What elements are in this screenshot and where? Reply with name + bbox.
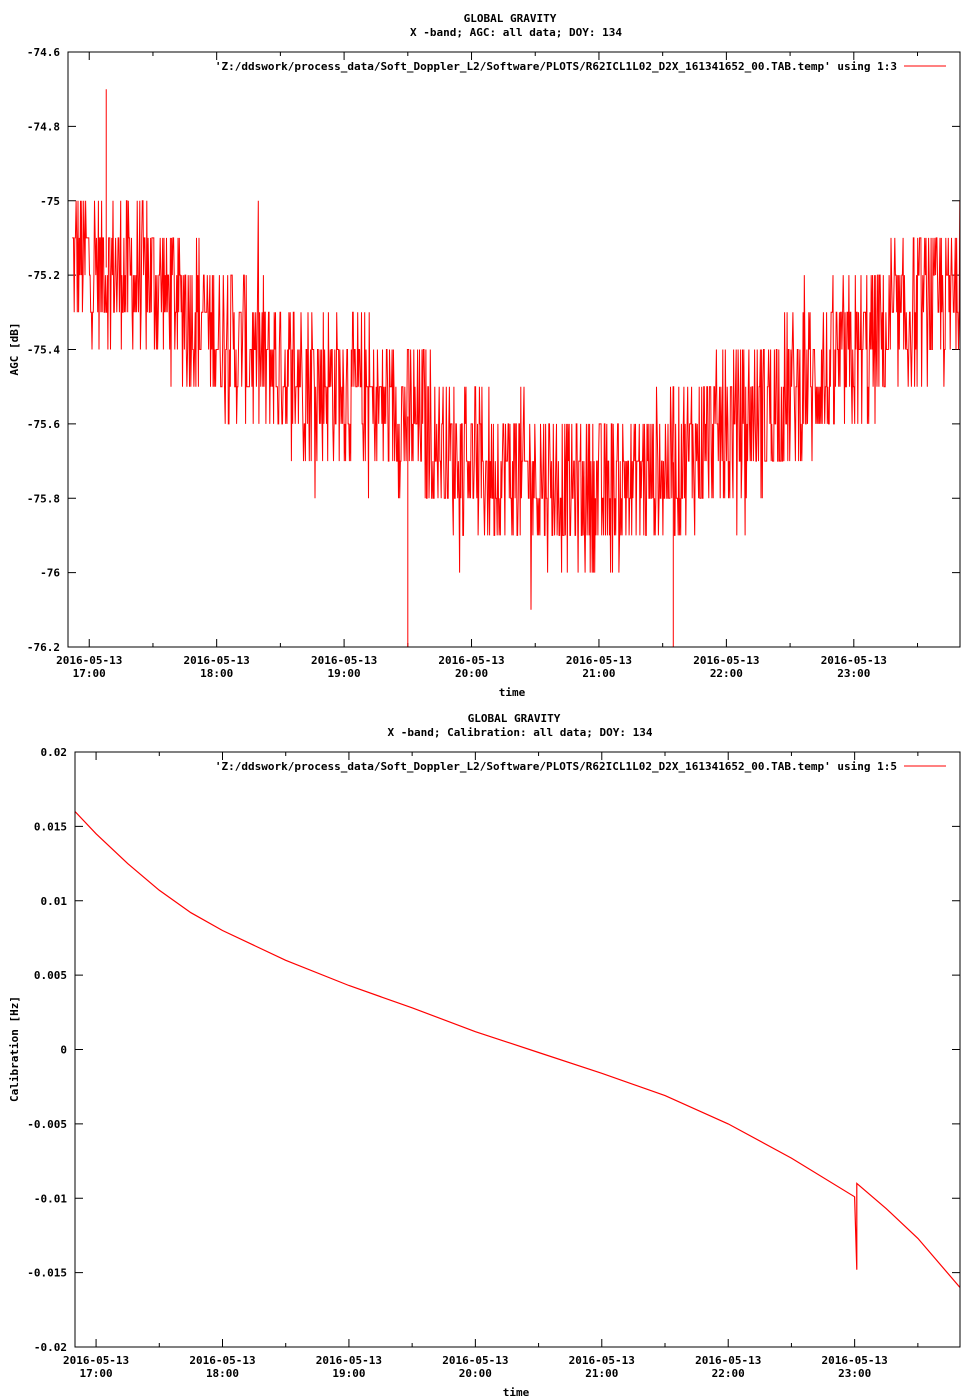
x-tick-time: 21:00 [582,667,615,680]
calibration-chart-subtitle: X -band; Calibration: all data; DOY: 134 [388,726,653,739]
y-tick-label: -0.005 [27,1118,67,1131]
calibration-x-axis-label: time [503,1386,530,1399]
x-tick-date: 2016-05-13 [184,654,250,667]
y-tick-label: 0.02 [41,746,68,759]
calibration-marks: 0.02 0.015 0.01 0.005 0 -0.005 -0.01 -0.015 -0.0… [27,746,961,1380]
y-tick-label: -76 [40,567,60,580]
agc-plot-frame [67,51,961,648]
x-tick-date: 2016-05-13 [56,654,122,667]
agc-chart: GLOBAL GRAVITY X -band; AGC: all data; D… [8,12,961,699]
y-tick-label: 0.015 [34,820,67,833]
x-tick-time: 18:00 [200,667,233,680]
x-tick-time: 19:00 [332,1367,365,1380]
calibration-y-axis-label: Calibration [Hz] [8,996,21,1102]
x-tick-date: 2016-05-13 [695,1354,761,1367]
x-tick-time: 20:00 [455,667,488,680]
agc-legend-label: 'Z:/ddswork/process_data/Soft_Doppler_L2… [215,60,897,73]
x-tick-date: 2016-05-13 [693,654,759,667]
y-tick-label: -76.2 [27,641,60,654]
x-tick-date: 2016-05-13 [822,1354,888,1367]
x-tick-time: 18:00 [206,1367,239,1380]
x-tick-date: 2016-05-13 [189,1354,255,1367]
x-tick-time: 23:00 [837,667,870,680]
agc-chart-subtitle: X -band; AGC: all data; DOY: 134 [410,26,622,39]
calibration-legend-label: 'Z:/ddswork/process_data/Soft_Doppler_L2… [215,760,897,773]
calibration-plot-frame [74,751,961,1348]
agc-series-line [72,200,961,610]
x-tick-time: 20:00 [459,1367,492,1380]
agc-y-axis-label: AGC [dB] [8,323,21,376]
x-tick-date: 2016-05-13 [566,654,632,667]
y-tick-label: 0.005 [34,969,67,982]
y-tick-label: -75.4 [27,344,60,357]
agc-chart-title: GLOBAL GRAVITY [464,12,557,25]
x-tick-time: 22:00 [712,1367,745,1380]
x-tick-time: 17:00 [73,667,106,680]
y-tick-label: -0.02 [34,1341,67,1354]
x-tick-time: 17:00 [80,1367,113,1380]
agc-x-axis-label: time [499,686,526,699]
x-tick-time: 21:00 [585,1367,618,1380]
x-tick-time: 22:00 [710,667,743,680]
x-tick-date: 2016-05-13 [442,1354,508,1367]
x-tick-date: 2016-05-13 [63,1354,129,1367]
y-tick-label: -75.6 [27,418,60,431]
x-tick-date: 2016-05-13 [569,1354,635,1367]
x-tick-time: 19:00 [328,667,361,680]
y-tick-label: 0.01 [41,895,68,908]
x-tick-time: 23:00 [838,1367,871,1380]
y-tick-label: 0 [60,1044,67,1057]
calibration-series-line [74,811,961,1288]
y-tick-label: -74.6 [27,46,60,59]
y-tick-label: -75.8 [27,492,60,505]
calibration-chart: GLOBAL GRAVITY X -band; Calibration: all… [8,712,961,1399]
x-tick-date: 2016-05-13 [821,654,887,667]
y-tick-label: -0.01 [34,1192,67,1205]
x-tick-date: 2016-05-13 [438,654,504,667]
x-tick-date: 2016-05-13 [311,654,377,667]
calibration-chart-title: GLOBAL GRAVITY [468,712,561,725]
y-tick-label: -75 [40,195,60,208]
y-tick-label: -74.8 [27,120,60,133]
y-tick-label: -0.015 [27,1267,67,1280]
y-tick-label: -75.2 [27,269,60,282]
x-tick-date: 2016-05-13 [316,1354,382,1367]
agc-marks: -74.6 -74.8 -75 -75.2 -75.4 -75.6 -75.8 -76 -76.… [27,46,961,680]
